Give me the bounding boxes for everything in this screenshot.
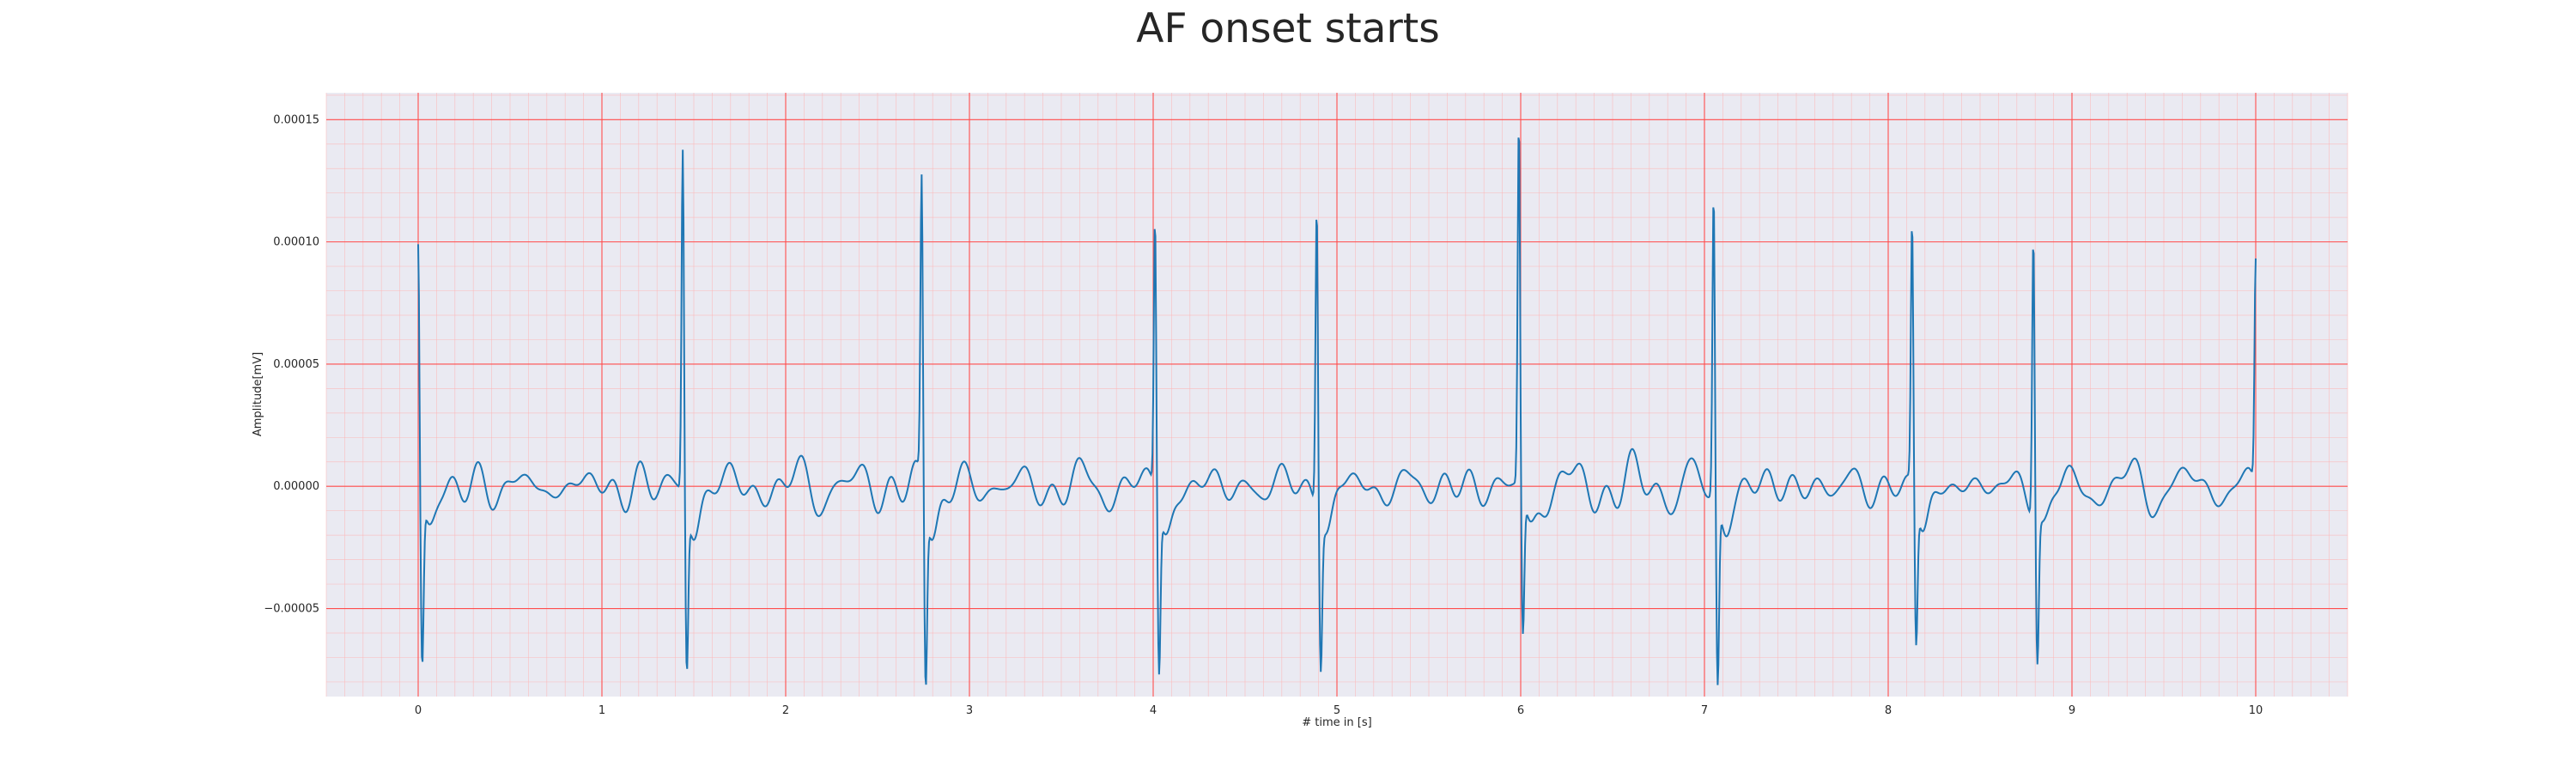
x-tick-label: 1 [598,704,605,717]
x-tick-label: 5 [1334,704,1340,717]
x-tick-label: 9 [2069,704,2075,717]
chart-title: AF onset starts [1136,5,1440,52]
x-axis-ticks: 0 1 2 3 4 5 6 7 8 9 10 [415,704,2263,717]
y-axis-label: Amplitude[mV] [252,352,264,436]
x-tick-label: 0 [415,704,422,717]
x-tick-label: 2 [782,704,789,717]
x-axis-label: # time in [s] [1302,716,1371,729]
x-tick-label: 10 [2249,704,2263,717]
x-tick-label: 3 [966,704,973,717]
y-tick-label: −0.00005 [264,603,319,616]
y-tick-label: 0.00005 [273,358,319,371]
x-tick-label: 4 [1150,704,1157,717]
y-tick-label: 0.00000 [273,480,319,493]
y-tick-label: 0.00015 [273,113,319,126]
x-tick-label: 8 [1885,704,1892,717]
x-tick-label: 7 [1701,704,1708,717]
x-tick-label: 6 [1517,704,1524,717]
series-layer [417,137,2257,685]
y-tick-label: 0.00010 [273,236,319,249]
y-axis-ticks: −0.00005 0.00000 0.00005 0.00010 0.00015 [264,113,319,615]
ecg-trace-line [417,137,2257,685]
